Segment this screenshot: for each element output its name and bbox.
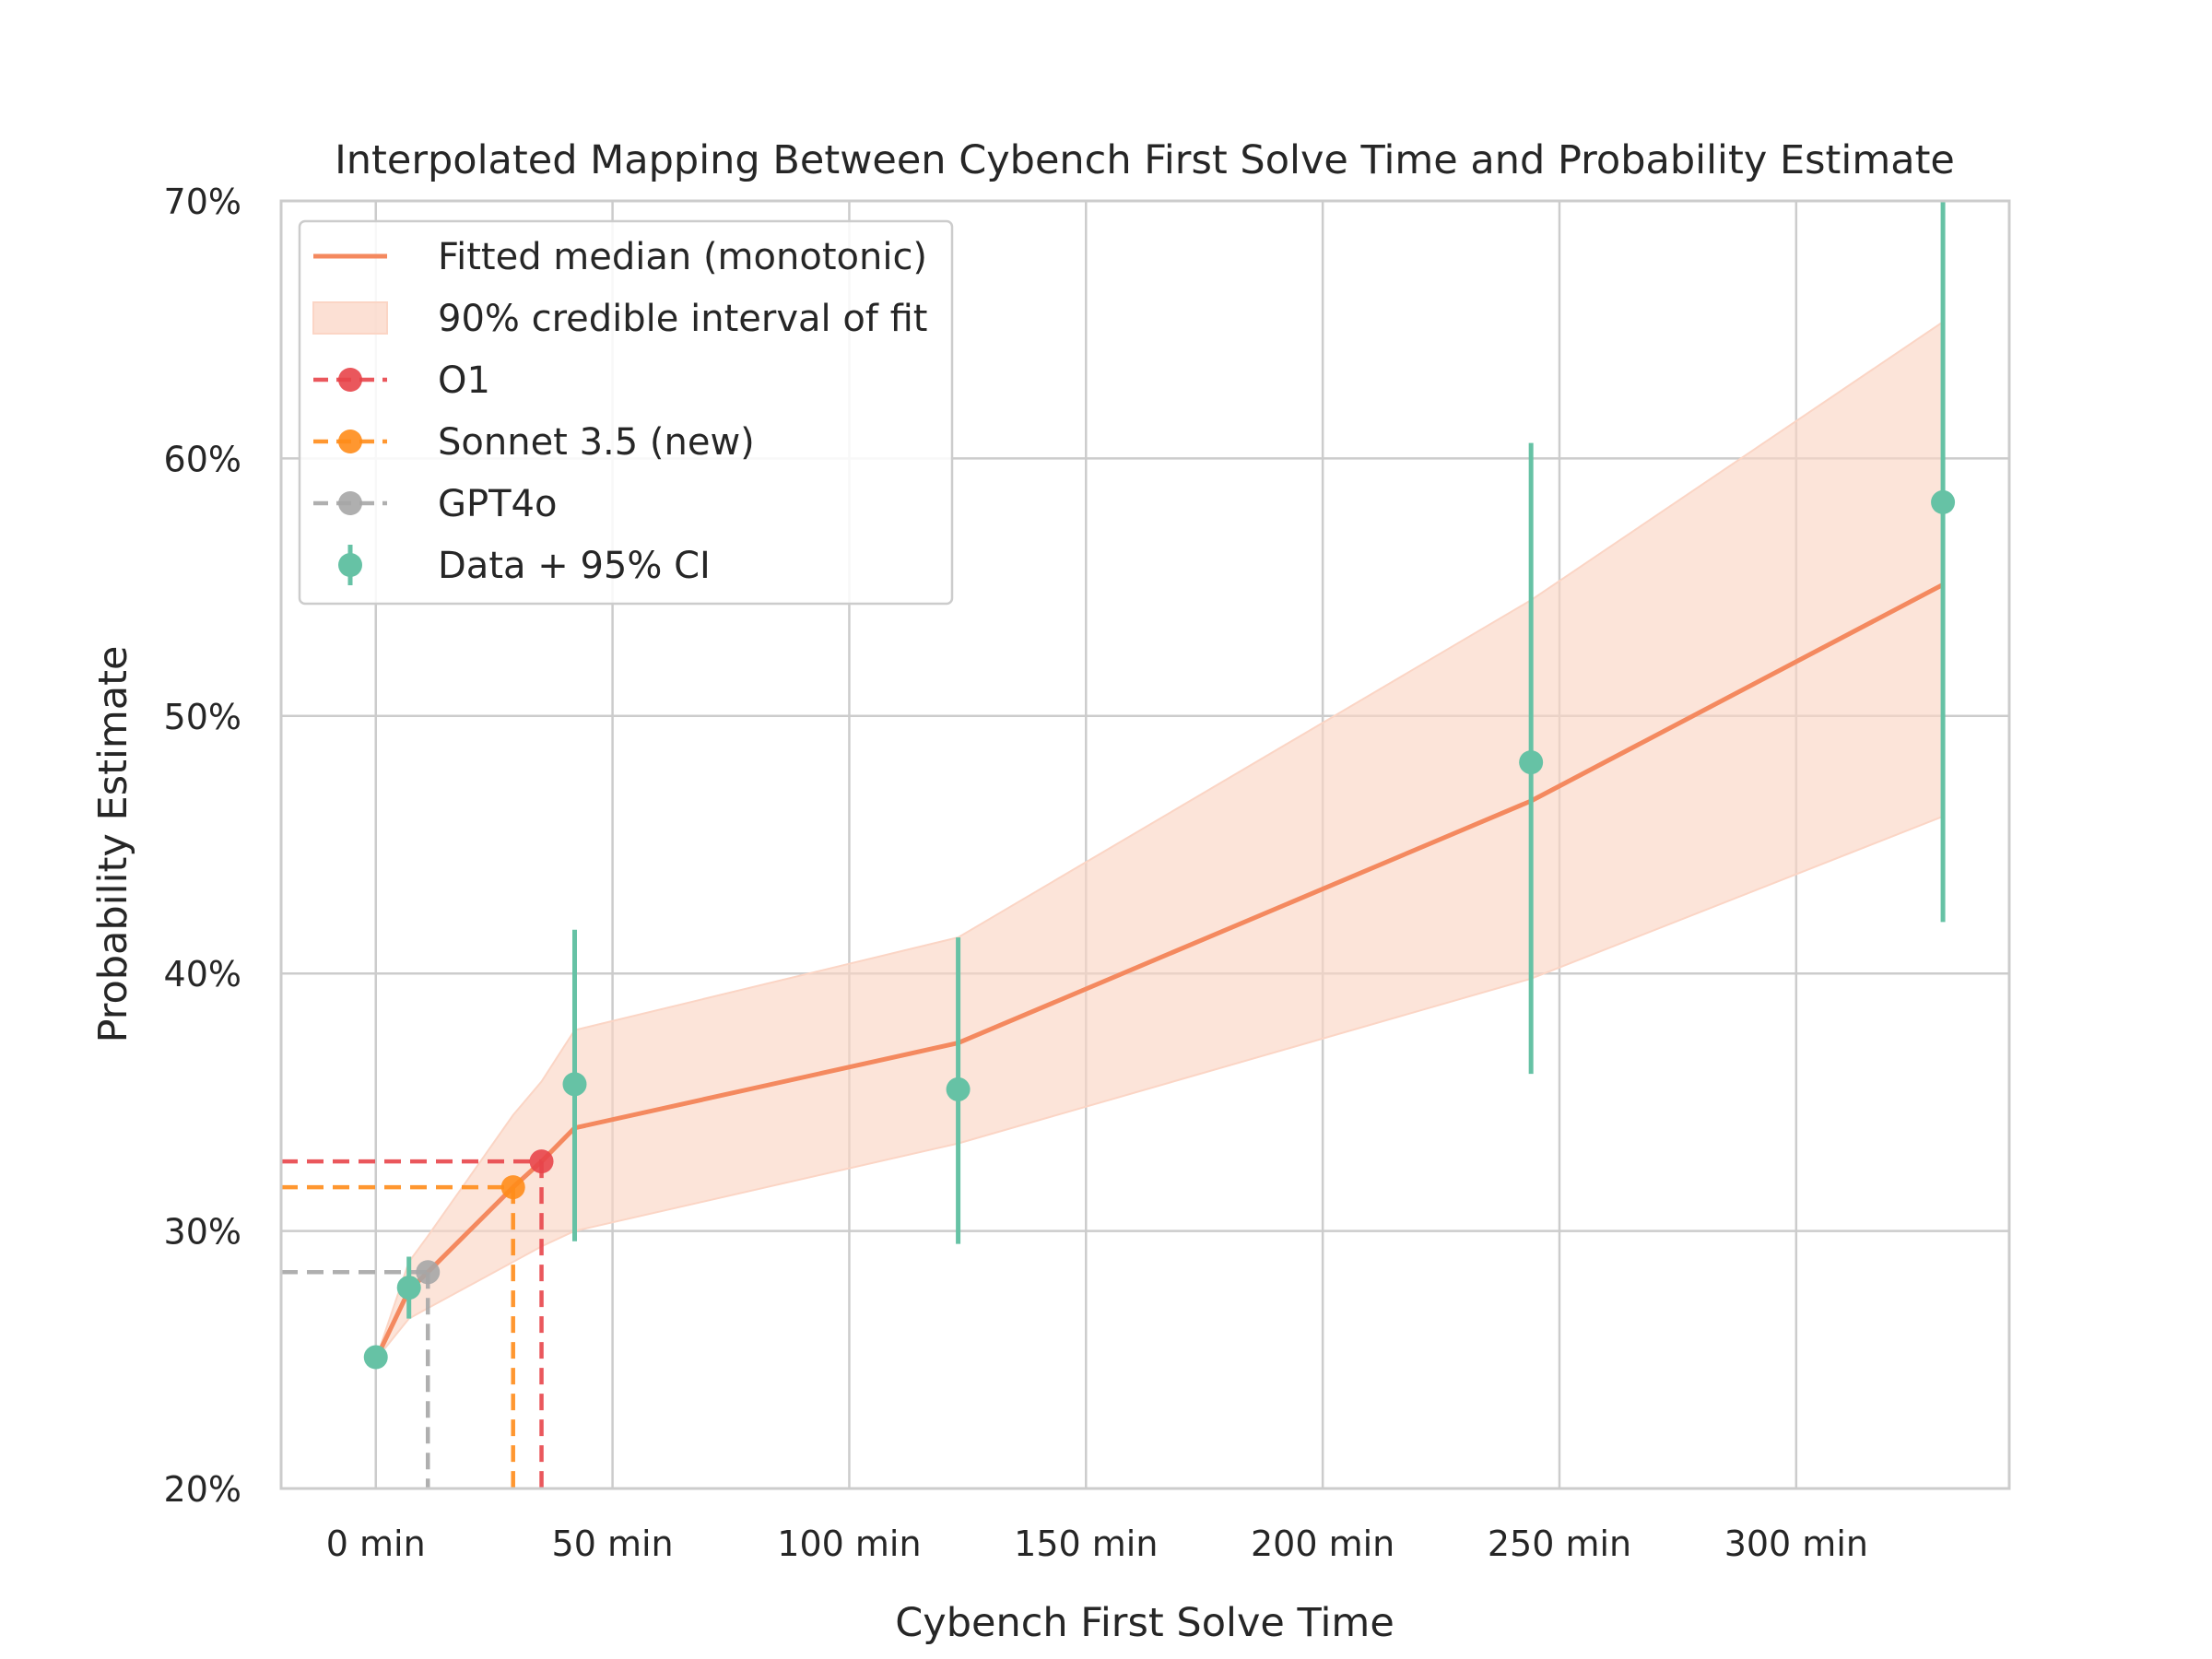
legend-label: O1 xyxy=(438,359,490,402)
data-point xyxy=(396,1276,421,1300)
legend-band-swatch xyxy=(312,301,388,335)
legend-marker-swatch xyxy=(338,429,362,453)
x-tick-label: 0 min xyxy=(326,1524,426,1564)
y-ticks: 20% 30% 40% 50% 60% 70% xyxy=(164,182,241,1510)
data-point xyxy=(946,1077,971,1101)
x-tick-label: 300 min xyxy=(1724,1524,1868,1564)
legend-marker-swatch xyxy=(338,368,362,392)
legend-label: Sonnet 3.5 (new) xyxy=(438,421,755,464)
legend-label: 90% credible interval of fit xyxy=(438,298,927,340)
x-tick-label: 100 min xyxy=(777,1524,921,1564)
model-marker xyxy=(500,1175,525,1200)
y-tick-label: 70% xyxy=(164,182,241,222)
legend-marker-swatch xyxy=(338,553,362,577)
data-point xyxy=(1931,489,1956,514)
y-tick-label: 20% xyxy=(164,1469,241,1510)
y-tick-label: 50% xyxy=(164,697,241,737)
data-points-layer xyxy=(363,201,1956,1370)
legend-box xyxy=(298,219,954,606)
y-tick-label: 40% xyxy=(164,954,241,994)
legend-marker-swatch xyxy=(338,491,362,515)
y-axis-label: Probability Estimate xyxy=(90,646,136,1043)
legend-label: Data + 95% CI xyxy=(438,545,711,587)
y-tick-label: 60% xyxy=(164,439,241,479)
y-tick-label: 30% xyxy=(164,1212,241,1253)
data-point xyxy=(562,1072,587,1097)
legend-label: Fitted median (monotonic) xyxy=(438,236,927,278)
x-tick-label: 50 min xyxy=(552,1524,674,1564)
legend-label: GPT4o xyxy=(438,483,557,525)
x-tick-label: 150 min xyxy=(1014,1524,1158,1564)
x-tick-label: 250 min xyxy=(1488,1524,1631,1564)
x-tick-label: 200 min xyxy=(1251,1524,1394,1564)
data-point xyxy=(363,1345,388,1370)
chart-title: Interpolated Mapping Between Cybench Fir… xyxy=(335,137,1955,183)
plot-frame xyxy=(279,199,2011,1490)
legend: Fitted median (monotonic) 90% credible in… xyxy=(298,219,954,606)
model-marker xyxy=(416,1260,441,1285)
model-marker xyxy=(529,1149,554,1174)
data-point xyxy=(1519,750,1544,775)
x-ticks: 0 min 50 min 100 min 150 min 200 min 250 min 3… xyxy=(326,1524,1868,1564)
x-axis-label: Cybench First Solve Time xyxy=(895,1600,1394,1646)
model-markers-layer xyxy=(281,1149,554,1488)
